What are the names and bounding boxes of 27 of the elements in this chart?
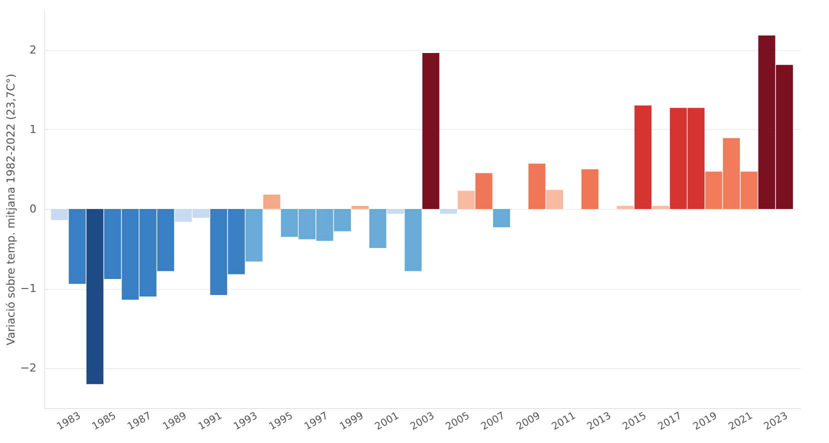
bar [51, 209, 68, 220]
bar [440, 209, 458, 214]
x-tick-label: 1991 [196, 410, 224, 433]
bar [386, 209, 404, 214]
bar [458, 190, 475, 209]
bar [652, 206, 670, 209]
y-tick-label: −1 [20, 282, 36, 296]
y-tick-label: −2 [20, 362, 36, 375]
bar [86, 209, 104, 384]
bar [581, 169, 598, 209]
bar [246, 209, 263, 262]
bar [422, 52, 440, 209]
bar [493, 209, 510, 228]
bar [528, 164, 546, 209]
y-axis-title: Variació sobre temp. mitjana 1982-2022 (23,7C°) [4, 74, 18, 346]
bar [475, 173, 492, 209]
bar [352, 206, 369, 209]
bar [263, 194, 280, 209]
bar [634, 106, 652, 209]
bar [68, 209, 86, 284]
bar [369, 209, 386, 248]
bar [404, 209, 422, 272]
bar [616, 206, 634, 209]
bar [546, 190, 564, 209]
y-tick-label: 0 [30, 202, 36, 216]
y-tick-label: 1 [30, 122, 36, 136]
y-tick-label: 2 [30, 43, 36, 56]
